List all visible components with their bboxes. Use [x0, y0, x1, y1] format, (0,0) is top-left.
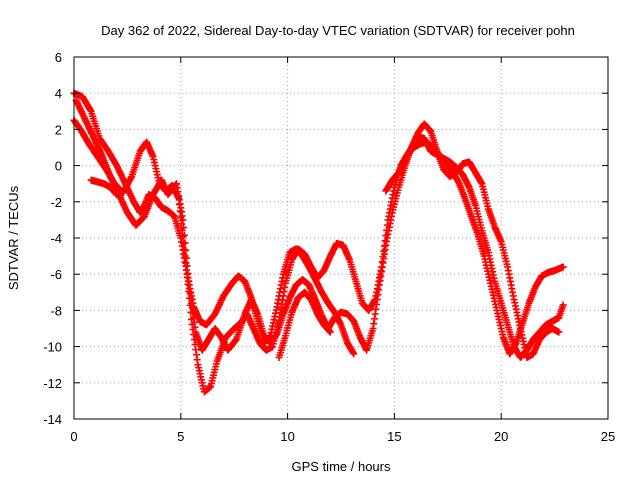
y-tick-label: -12 [43, 376, 62, 391]
series-track-4 [87, 120, 563, 361]
y-tick-label: -4 [50, 231, 62, 246]
data-point [326, 328, 334, 336]
x-tick-labels: 0 5 10 15 20 25 [70, 429, 615, 444]
data-point [178, 220, 186, 228]
x-tick-label: 0 [70, 429, 77, 444]
data-point [555, 328, 563, 336]
y-tick-label: 6 [55, 50, 62, 65]
chart-title: Day 362 of 2022, Sidereal Day-to-day VTE… [101, 23, 575, 38]
y-tick-label: 4 [55, 86, 62, 101]
data-point [181, 239, 189, 247]
data-point [559, 263, 567, 271]
x-tick-label: 25 [601, 429, 615, 444]
grid-lines [74, 57, 608, 419]
y-tick-label: -2 [50, 195, 62, 210]
data-point [180, 231, 188, 239]
y-tick-label: -10 [43, 340, 62, 355]
x-tick-label: 10 [280, 429, 294, 444]
y-tick-label: -6 [50, 267, 62, 282]
y-tick-label: -14 [43, 412, 62, 427]
y-tick-label: 0 [55, 159, 62, 174]
data-series [70, 89, 567, 396]
data-point [185, 277, 193, 285]
data-point [183, 262, 191, 270]
data-point [180, 246, 188, 254]
x-axis-label: GPS time / hours [292, 459, 391, 474]
data-point [113, 191, 121, 199]
x-tick-label: 20 [494, 429, 508, 444]
x-tick-label: 5 [177, 429, 184, 444]
data-point [180, 224, 188, 232]
data-point [179, 216, 187, 224]
series-track-1 [70, 89, 358, 358]
data-point [184, 269, 192, 277]
axis-ticks [73, 56, 609, 420]
data-point [350, 350, 358, 358]
y-tick-label: 2 [55, 122, 62, 137]
y-tick-label: -8 [50, 303, 62, 318]
data-point [182, 254, 190, 262]
y-tick-labels: -14 -12 -10 -8 -6 -4 -2 0 2 4 6 [43, 50, 62, 427]
y-axis-label: SDTVAR / TECUs [6, 185, 21, 290]
data-point [182, 246, 190, 254]
data-point [559, 301, 567, 309]
x-tick-label: 15 [387, 429, 401, 444]
